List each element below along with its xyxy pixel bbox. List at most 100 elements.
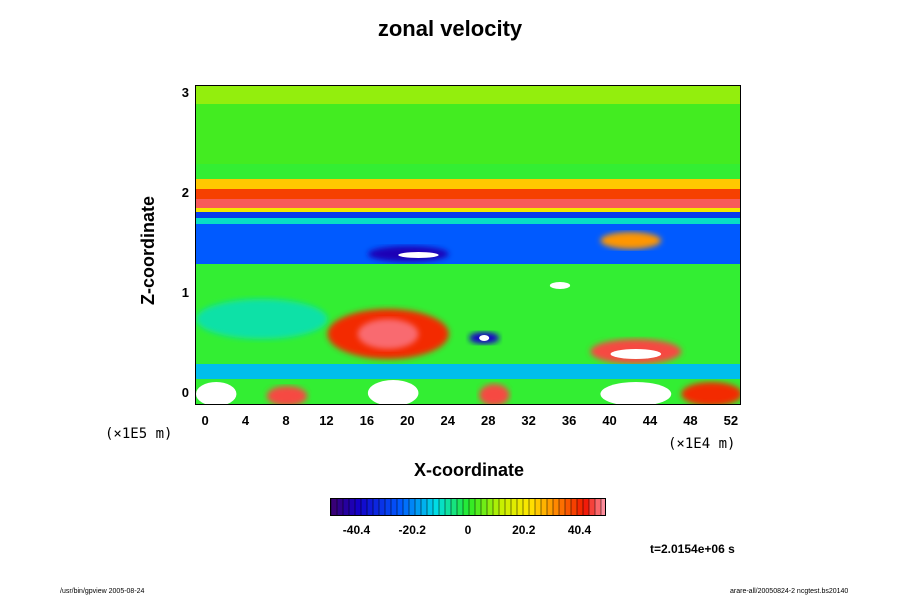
colorbar-swatch (391, 499, 398, 515)
x-scale-note: (×1E4 m) (668, 436, 736, 452)
colorbar-swatch (487, 499, 494, 515)
footer-left: /usr/bin/gpview 2005-08-24 (60, 588, 145, 595)
x-tick-label: 8 (282, 413, 290, 428)
y-tick-label: 0 (181, 385, 189, 400)
colorbar-swatch (565, 499, 572, 515)
heatmap-feature (196, 218, 740, 224)
x-axis-label: X-coordinate (413, 460, 524, 480)
colorbar-swatch (547, 499, 554, 515)
x-tick-label: 28 (480, 413, 496, 428)
heatmap-feature (196, 382, 237, 404)
colorbar-tick-label: 0 (464, 523, 472, 537)
y-tick-label: 3 (181, 85, 189, 100)
colorbar-swatch (463, 499, 470, 515)
heatmap-feature (196, 199, 740, 208)
colorbar-swatch (415, 499, 422, 515)
colorbar-swatch (379, 499, 386, 515)
colorbar-swatch (493, 499, 500, 515)
plot-area (195, 85, 741, 405)
colorbar-swatch (367, 499, 374, 515)
footer-right: arare-all/20050824-2 ncgtest.bs20140 (730, 588, 849, 595)
colorbar-swatch (421, 499, 428, 515)
heatmap-feature (549, 282, 571, 289)
heatmap-feature (367, 380, 419, 404)
colorbar-swatch (583, 499, 590, 515)
colorbar-swatch (433, 499, 440, 515)
heatmap-feature (600, 382, 672, 404)
x-tick-label: 12 (319, 413, 334, 428)
colorbar-swatch (403, 499, 410, 515)
colorbar-swatch (505, 499, 512, 515)
x-tick-label: 44 (642, 413, 658, 428)
y-axis-label: Z-coordinate (138, 195, 158, 305)
heatmap-feature (610, 349, 662, 359)
colorbar-tick-label: -20.2 (398, 523, 426, 537)
colorbar-swatch (355, 499, 362, 515)
colorbar-swatch (343, 499, 350, 515)
x-tick-label: 20 (400, 413, 415, 428)
colorbar-swatch (595, 499, 602, 515)
y-tick-label: 2 (181, 185, 189, 200)
colorbar-swatch (529, 499, 536, 515)
heatmap-feature (196, 224, 740, 264)
colorbar-swatch (571, 499, 578, 515)
x-tick-label: 48 (683, 413, 698, 428)
colorbar-swatch (331, 499, 338, 515)
heatmap-feature (196, 208, 740, 212)
colorbar-swatch (535, 499, 542, 515)
colorbar-swatch (385, 499, 392, 515)
colorbar-swatch (361, 499, 368, 515)
heatmap-feature (196, 212, 740, 218)
time-label: t=2.0154e+06 s (650, 542, 735, 556)
heatmap-feature (196, 104, 740, 164)
colorbar-swatch (349, 499, 356, 515)
x-tick-label: 4 (241, 413, 250, 428)
heatmap-feature (600, 232, 662, 249)
heatmap-feature (196, 189, 740, 199)
y-tick-label: 1 (181, 285, 189, 300)
heatmap-feature (196, 364, 740, 379)
colorbar-swatch (373, 499, 380, 515)
colorbar-swatch (601, 499, 605, 515)
colorbar-swatch (427, 499, 434, 515)
colorbar-swatch (523, 499, 530, 515)
colorbar-swatch (439, 499, 446, 515)
heatmap-feature (357, 319, 419, 349)
colorbar-swatch (337, 499, 344, 515)
colorbar-swatch (445, 499, 452, 515)
heatmap-feature (398, 252, 439, 258)
colorbar-swatch (541, 499, 548, 515)
colorbar-tick-label: 20.2 (512, 523, 536, 537)
colorbar (330, 498, 606, 516)
x-tick-label: 32 (521, 413, 536, 428)
colorbar-swatch (409, 499, 416, 515)
colorbar-swatch (589, 499, 596, 515)
colorbar-swatch (517, 499, 524, 515)
x-tick-label: 36 (561, 413, 577, 428)
colorbar-swatch (451, 499, 458, 515)
x-tick-label: 40 (602, 413, 617, 428)
heatmap-canvas (196, 86, 740, 404)
colorbar-swatch (553, 499, 560, 515)
x-tick-label: 52 (723, 413, 739, 428)
colorbar-swatch (511, 499, 518, 515)
heatmap-feature (196, 179, 740, 189)
chart-title: zonal velocity (377, 16, 523, 41)
colorbar-swatch (469, 499, 476, 515)
heatmap-feature (266, 386, 308, 404)
colorbar-swatch (397, 499, 404, 515)
colorbar-tick-label: 40.4 (567, 523, 592, 537)
x-tick-label: 24 (440, 413, 455, 428)
heatmap-feature (196, 299, 328, 339)
colorbar-tick-label: -40.4 (342, 523, 371, 537)
colorbar-swatch (475, 499, 482, 515)
colorbar-swatch (481, 499, 488, 515)
x-tick-label: 16 (359, 413, 375, 428)
heatmap-feature (479, 384, 510, 404)
heatmap-feature (681, 382, 740, 404)
x-tick-label: 0 (201, 413, 209, 428)
heatmap-feature (196, 86, 740, 104)
colorbar-swatch (577, 499, 584, 515)
heatmap-feature (479, 335, 490, 341)
y-scale-note: (×1E5 m) (105, 426, 173, 442)
